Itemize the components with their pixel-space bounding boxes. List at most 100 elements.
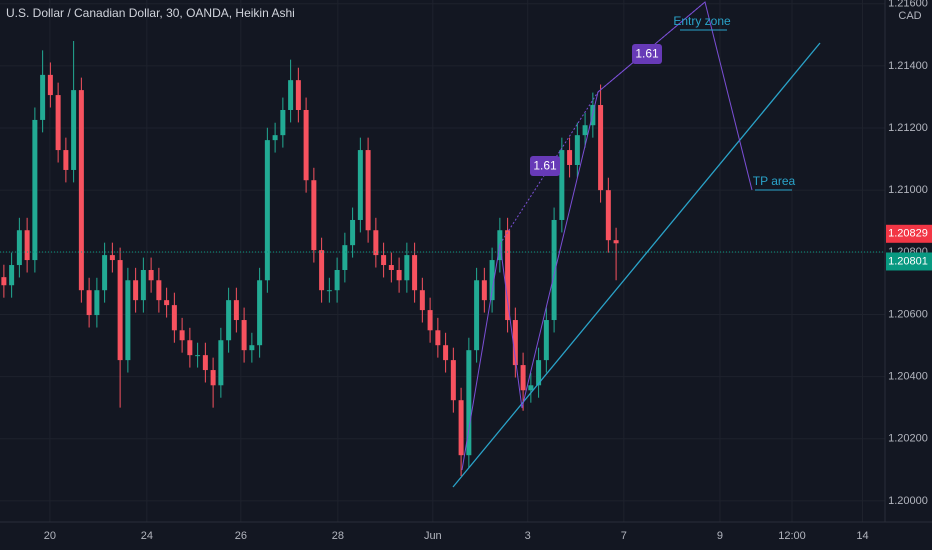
- candle-body: [435, 330, 441, 346]
- candle-body: [559, 150, 565, 220]
- candle-body: [311, 180, 317, 251]
- candle-body: [551, 219, 557, 321]
- price-label: 1.20829: [888, 228, 928, 240]
- candle-body: [528, 385, 534, 391]
- candle-body: [489, 260, 495, 301]
- candle-body: [78, 90, 84, 291]
- x-tick-label: 9: [717, 530, 723, 542]
- price-axis: [885, 0, 932, 550]
- candle-body: [40, 74, 46, 120]
- chart-title: U.S. Dollar / Canadian Dollar, 30, OANDA…: [6, 6, 295, 20]
- grid: [0, 0, 885, 522]
- x-tick-label: 7: [621, 530, 627, 542]
- ratio-label: 1.61: [635, 47, 659, 61]
- candle-body: [55, 95, 61, 151]
- candle-body: [357, 150, 363, 220]
- candle-body: [125, 280, 131, 361]
- candle-body: [381, 255, 387, 266]
- candle-body: [102, 255, 108, 291]
- x-tick-label: 20: [44, 530, 56, 542]
- candle-body: [536, 360, 542, 386]
- candle-body: [350, 219, 356, 246]
- candle-body: [226, 300, 232, 341]
- x-tick-label: 12:00: [778, 530, 806, 542]
- candle-body: [427, 310, 433, 331]
- candle-body: [396, 270, 402, 281]
- candle-body: [94, 290, 100, 316]
- candle-body: [264, 140, 270, 281]
- candle-body: [303, 109, 309, 181]
- candle-body: [543, 320, 549, 361]
- candle-body: [210, 370, 216, 386]
- y-tick-label: 1.20200: [888, 433, 928, 445]
- candle-body: [280, 109, 286, 136]
- currency-label: CAD: [898, 10, 921, 22]
- candle-body: [86, 290, 92, 316]
- candle-body: [218, 340, 224, 386]
- candle-body: [202, 355, 208, 371]
- candle-body: [443, 345, 449, 361]
- candle-body: [288, 80, 294, 110]
- candle-body: [388, 265, 394, 271]
- drawings: 1.61 1.61 Entry zone TP area: [452, 1, 821, 488]
- candle-body: [466, 350, 472, 456]
- candle-body: [520, 365, 526, 391]
- candle-body: [133, 280, 139, 301]
- candle-body: [117, 260, 123, 361]
- candle-body: [164, 300, 170, 306]
- candle-body: [187, 340, 193, 356]
- candle-body: [458, 400, 464, 456]
- candle-body: [613, 240, 619, 244]
- candle-body: [419, 290, 425, 311]
- y-tick-label: 1.20000: [888, 495, 928, 507]
- x-tick-label: 26: [235, 530, 247, 542]
- x-tick-label: Jun: [424, 530, 442, 542]
- x-tick-label: 14: [856, 530, 868, 542]
- candle-body: [32, 119, 38, 261]
- y-tick-label: 1.21400: [888, 60, 928, 72]
- candle-body: [567, 150, 573, 165]
- candle-body: [474, 280, 480, 351]
- tp-area-label: TP area: [753, 174, 796, 188]
- candle-body: [71, 90, 77, 170]
- candle-body: [365, 150, 371, 231]
- y-tick-label: 1.21200: [888, 122, 928, 134]
- candle-body: [404, 255, 410, 281]
- y-tick-label: 1.20800: [888, 246, 928, 258]
- candle-body: [24, 230, 30, 261]
- candle-body: [326, 290, 332, 292]
- candle-body: [16, 230, 22, 266]
- candle-body: [334, 270, 340, 291]
- trend-line: [452, 42, 821, 488]
- candle-body: [272, 135, 278, 141]
- entry-zone-label: Entry zone: [673, 14, 731, 28]
- candle-body: [195, 355, 201, 357]
- candle-body: [140, 270, 146, 301]
- candle-body: [598, 105, 604, 191]
- candles: [0, 41, 885, 477]
- candle-body: [179, 330, 185, 341]
- candle-body: [342, 245, 348, 271]
- pattern-line: [461, 1, 753, 471]
- price-badge: [886, 224, 932, 243]
- y-tick-label: 1.21000: [888, 184, 928, 196]
- candle-body: [257, 280, 263, 346]
- candle-body: [481, 280, 487, 301]
- candle-body: [171, 305, 177, 331]
- candle-body: [295, 80, 301, 110]
- candle-body: [233, 300, 239, 321]
- x-tick-label: 3: [525, 530, 531, 542]
- candle-body: [9, 265, 15, 286]
- price-label: 1.20801: [888, 255, 928, 267]
- candle-body: [156, 280, 162, 301]
- candle-body: [63, 150, 69, 170]
- candle-body: [373, 230, 379, 256]
- candle-body: [574, 135, 580, 165]
- axes: 1.20000 1.20200 1.20400 1.20600 1.20800 1.210…: [44, 0, 932, 542]
- ratio-badge: [530, 156, 560, 176]
- x-tick-label: 28: [332, 530, 344, 542]
- candle-body: [249, 345, 255, 351]
- candle-body: [582, 125, 588, 136]
